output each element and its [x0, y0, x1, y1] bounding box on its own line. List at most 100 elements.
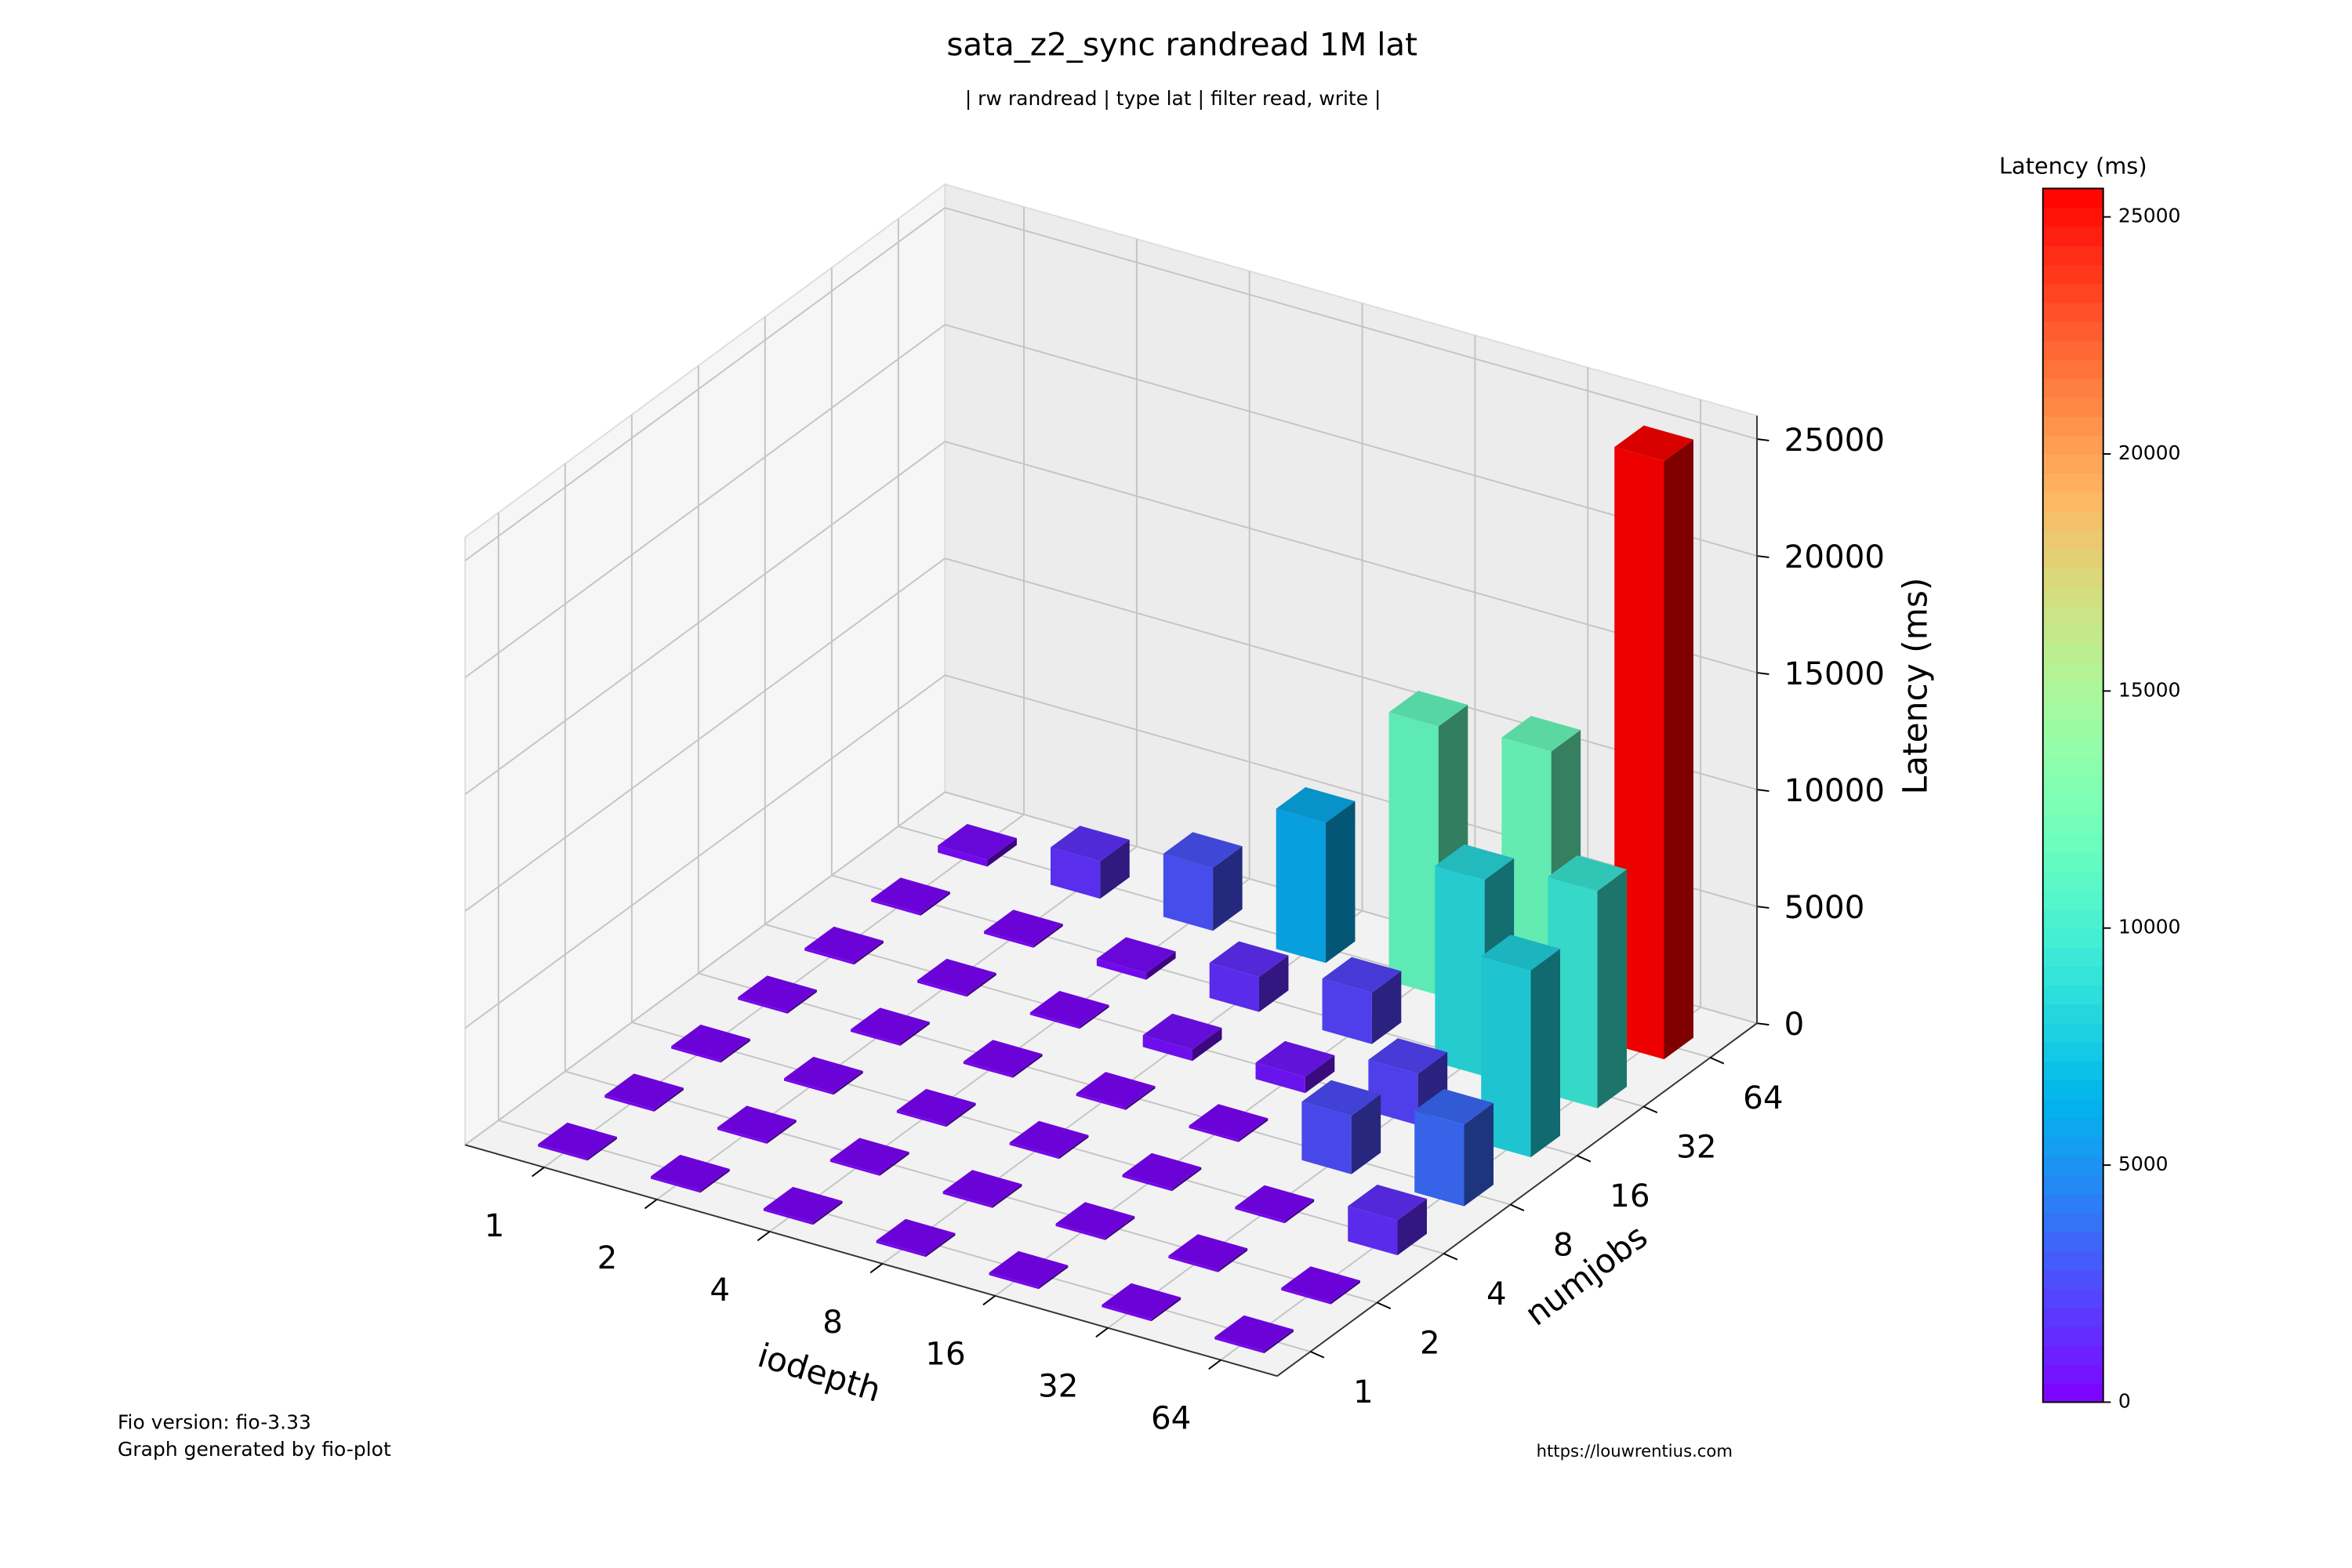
axis-line	[1276, 1022, 1758, 1377]
bar-side-face	[967, 972, 996, 997]
bar-side-face	[1597, 869, 1627, 1109]
bar-front-face	[1189, 1125, 1239, 1142]
colorbar-step	[2042, 245, 2103, 266]
bar-top-face	[938, 823, 1017, 860]
bar-top-face	[1501, 716, 1581, 752]
bar-top-face	[604, 1073, 684, 1109]
bar-top-face	[1168, 1234, 1248, 1270]
colorbar-tick-label: 15000	[2118, 678, 2181, 701]
z-tick	[1756, 438, 1769, 441]
bar-top-face	[1096, 937, 1176, 973]
bar-side-face	[1530, 949, 1561, 1158]
bar-side-face	[1264, 1329, 1294, 1354]
grid-line	[464, 557, 946, 912]
y-tick	[1377, 1301, 1392, 1310]
bar-side-face	[1397, 1199, 1427, 1256]
z-tick	[1756, 555, 1769, 558]
bar-top-face	[804, 926, 884, 963]
colorbar-step	[2042, 1193, 2103, 1214]
bar-side-face	[1038, 1265, 1069, 1290]
colorbar-frame	[2042, 187, 2104, 1403]
bar-front-face	[829, 1159, 880, 1176]
bar-side-face	[925, 1232, 956, 1258]
bar-top-face	[989, 1250, 1069, 1287]
colorbar-step	[2042, 188, 2103, 209]
bar-side-face	[1100, 840, 1130, 899]
bar-top-face	[738, 975, 817, 1011]
bar-side-face	[1213, 846, 1243, 931]
bar-front-face	[738, 996, 788, 1014]
bar-side-face	[920, 891, 950, 916]
colorbar-step	[2042, 719, 2103, 739]
bar-front-face	[671, 1046, 721, 1063]
z-tick-label: 0	[1784, 1006, 1805, 1043]
bar-front-face	[1435, 866, 1485, 1076]
colorbar-step	[2042, 548, 2103, 569]
bar-top-face	[963, 1040, 1043, 1076]
bar-front-face	[1614, 447, 1664, 1060]
bar-side-face	[813, 1200, 843, 1225]
grid-line	[945, 207, 1758, 440]
grid-line	[464, 324, 946, 678]
bar-top-face	[1348, 1184, 1427, 1221]
colorbar-step	[2042, 1041, 2103, 1062]
bar-top-face	[1214, 1315, 1294, 1352]
colorbar-step	[2042, 946, 2103, 967]
colorbar-step	[2042, 1004, 2103, 1024]
colorbar-step	[2042, 1212, 2103, 1232]
bar-side-face	[1146, 951, 1176, 980]
bar-top-face	[871, 877, 950, 913]
bar-side-face	[720, 1039, 750, 1063]
bar-side-face	[1218, 1248, 1248, 1272]
bar-front-face	[1301, 1102, 1352, 1174]
y-tick	[1577, 1155, 1592, 1163]
colorbar-step	[2042, 738, 2103, 759]
bar-side-face	[992, 1184, 1022, 1208]
bar-front-face	[784, 1078, 834, 1095]
colorbar-tick-label: 20000	[2118, 441, 2181, 464]
colorbar-step	[2042, 1098, 2103, 1119]
bar-top-face	[1548, 855, 1627, 891]
colorbar-step	[2042, 643, 2103, 664]
z-tick	[1756, 906, 1769, 909]
colorbar-step	[2042, 795, 2103, 815]
footer-left: Fio version: fio-3.33	[118, 1410, 311, 1433]
colorbar-step	[2042, 1022, 2103, 1043]
bar-side-face	[1664, 439, 1693, 1060]
x-tick-label: 32	[1038, 1368, 1078, 1405]
colorbar-step	[2042, 359, 2103, 379]
bar-front-face	[1051, 847, 1101, 899]
bar-front-face	[1414, 1110, 1465, 1207]
bar-top-face	[896, 1088, 976, 1125]
bar-front-face	[1102, 1305, 1152, 1322]
footer-left: Graph generated by fio-plot	[118, 1438, 391, 1461]
z-tick-label: 15000	[1784, 655, 1885, 692]
colorbar-step	[2042, 605, 2103, 626]
bar-side-face	[1464, 1102, 1494, 1207]
y-tick	[1710, 1057, 1725, 1065]
colorbar-step	[2042, 890, 2103, 910]
bar-side-face	[1330, 1280, 1360, 1305]
bar-top-face	[1276, 787, 1356, 823]
bar-front-face	[938, 845, 988, 867]
x-tick	[982, 1295, 996, 1306]
bar-front-face	[1322, 978, 1372, 1044]
bar-front-face	[1368, 1059, 1418, 1126]
colorbar-step	[2042, 851, 2103, 873]
x-tick	[532, 1167, 545, 1178]
bar-side-face	[1171, 1167, 1202, 1192]
bar-side-face	[1125, 1086, 1156, 1110]
colorbar-step	[2042, 1383, 2103, 1403]
bar-side-face	[833, 1070, 863, 1095]
bar-side-face	[1284, 1199, 1315, 1224]
bar-top-face	[763, 1186, 843, 1223]
bar-side-face	[654, 1087, 684, 1112]
bar-top-face	[942, 1170, 1022, 1206]
x-tick-label: 1	[485, 1207, 505, 1244]
bar-top-face	[1051, 826, 1130, 862]
z-tick-label: 5000	[1784, 889, 1865, 926]
z-tick-label: 20000	[1784, 539, 1885, 575]
y-tick	[1310, 1351, 1325, 1359]
colorbar-step	[2042, 529, 2103, 550]
bar-top-face	[1301, 1080, 1381, 1116]
